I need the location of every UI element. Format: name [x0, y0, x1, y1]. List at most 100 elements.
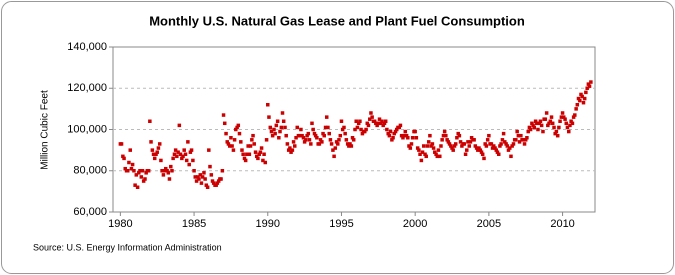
data-point: [306, 131, 311, 136]
data-point: [200, 175, 205, 179]
data-point: [241, 152, 245, 156]
data-point: [434, 152, 438, 156]
data-point: [449, 144, 453, 148]
data-point: [280, 111, 285, 115]
data-point: [133, 183, 137, 187]
data-point: [377, 117, 382, 121]
data-point: [345, 142, 350, 146]
data-point: [291, 140, 296, 144]
data-point: [140, 169, 145, 173]
data-point: [215, 181, 220, 185]
data-point: [134, 173, 139, 177]
data-point: [337, 138, 341, 142]
data-point: [482, 156, 486, 161]
data-point: [135, 185, 140, 189]
data-point: [141, 179, 146, 183]
source-note: Source: U.S. Energy Information Administ…: [33, 242, 222, 252]
data-point: [224, 131, 228, 136]
data-point: [426, 140, 431, 144]
data-point: [401, 136, 405, 140]
data-point: [183, 152, 188, 156]
data-point: [194, 179, 199, 183]
data-point: [253, 150, 258, 154]
data-point: [585, 86, 589, 90]
data-point: [128, 148, 132, 152]
data-point: [216, 179, 221, 183]
data-point: [379, 121, 383, 126]
data-point: [510, 144, 514, 148]
data-point: [559, 115, 564, 119]
data-point: [332, 154, 336, 159]
data-point: [191, 158, 195, 163]
data-point: [258, 150, 263, 154]
data-point: [232, 138, 237, 142]
data-point: [536, 127, 540, 132]
data-point: [243, 158, 248, 163]
data-point: [207, 148, 211, 152]
data-point: [581, 100, 586, 105]
data-point: [196, 175, 200, 179]
data-point: [467, 144, 472, 148]
data-point: [399, 133, 404, 138]
data-point: [523, 138, 528, 142]
data-point: [171, 156, 175, 161]
x-tick-label: 2000: [403, 218, 427, 230]
data-point: [270, 133, 275, 138]
data-point: [199, 181, 204, 185]
data-point: [517, 140, 522, 144]
data-point: [269, 129, 274, 134]
data-point: [573, 113, 577, 117]
data-point: [519, 133, 523, 138]
data-point: [149, 140, 153, 144]
data-point: [172, 152, 177, 156]
data-point: [289, 150, 293, 154]
data-point: [261, 158, 265, 163]
data-point: [516, 133, 521, 138]
data-point: [568, 123, 572, 128]
data-point: [582, 96, 587, 101]
data-point: [251, 133, 255, 138]
data-point: [222, 121, 227, 126]
data-point: [394, 127, 399, 132]
data-point: [397, 125, 402, 130]
data-point: [281, 119, 286, 123]
data-point: [472, 138, 476, 142]
chart-title: Monthly U.S. Natural Gas Lease and Plant…: [149, 13, 525, 28]
data-point: [340, 127, 345, 132]
data-point: [418, 152, 422, 156]
data-point: [584, 90, 588, 95]
data-point: [455, 136, 459, 140]
data-point: [138, 169, 142, 173]
data-point: [376, 121, 381, 126]
data-point: [186, 140, 190, 144]
data-point: [500, 138, 505, 142]
data-point: [393, 129, 398, 134]
data-point: [483, 142, 487, 146]
data-point: [159, 158, 163, 163]
data-point: [180, 156, 184, 161]
data-point: [356, 121, 361, 126]
data-point: [565, 125, 570, 130]
data-point: [257, 152, 261, 156]
data-point: [493, 146, 497, 150]
data-point: [496, 152, 501, 156]
data-point: [430, 142, 435, 146]
data-point: [363, 129, 367, 134]
data-point: [148, 119, 152, 123]
data-point: [187, 162, 191, 167]
data-point: [410, 136, 415, 140]
data-point: [402, 133, 406, 138]
data-point: [317, 142, 322, 146]
data-point: [342, 125, 346, 130]
data-point: [415, 146, 420, 150]
data-point: [528, 127, 533, 132]
data-point: [248, 144, 253, 148]
data-point: [132, 169, 136, 173]
data-point: [347, 144, 351, 148]
data-point: [429, 144, 433, 148]
data-point: [530, 121, 534, 126]
data-point: [477, 146, 481, 150]
data-point: [156, 146, 161, 150]
data-point: [560, 111, 565, 115]
data-point: [473, 144, 478, 148]
